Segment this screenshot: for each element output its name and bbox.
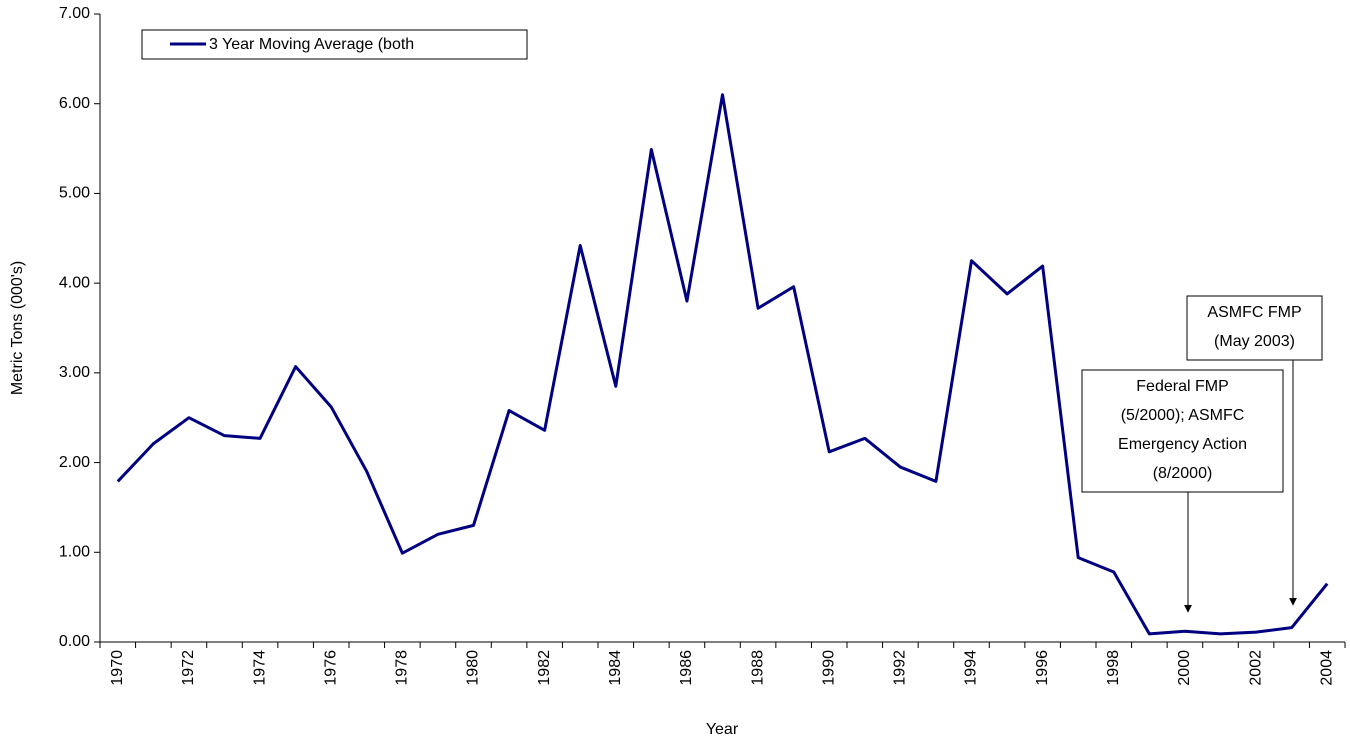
annotation-text: ASMFC FMP <box>1207 304 1301 321</box>
x-tick-label: 1980 <box>465 650 482 686</box>
y-tick-label: 0.00 <box>59 633 90 650</box>
annotation-box <box>1081 369 1284 493</box>
x-tick-label: 1978 <box>394 650 411 686</box>
x-tick-label: 1990 <box>820 650 837 686</box>
y-tick-label: 6.00 <box>59 95 90 112</box>
x-tick-label: 1976 <box>322 650 339 686</box>
x-tick-label: 1996 <box>1034 650 1051 686</box>
x-tick-label: 1982 <box>536 650 553 686</box>
annotation-text: Federal FMP <box>1136 378 1228 395</box>
x-tick-label: 1998 <box>1105 650 1122 686</box>
y-tick-label: 2.00 <box>59 454 90 471</box>
annotation-text: (8/2000) <box>1153 465 1213 482</box>
y-tick-label: 1.00 <box>59 544 90 561</box>
y-tick-label: 4.00 <box>59 274 90 291</box>
legend-box <box>141 29 528 60</box>
annotation-text: (May 2003) <box>1214 333 1295 350</box>
x-tick-label: 1974 <box>251 650 268 686</box>
x-tick-label: 2002 <box>1247 650 1264 686</box>
x-tick-label: 2004 <box>1318 650 1335 686</box>
x-tick-label: 2000 <box>1176 650 1193 686</box>
x-tick-label: 1986 <box>678 650 695 686</box>
x-tick-label: 1972 <box>180 650 197 686</box>
y-tick-label: 7.00 <box>59 5 90 22</box>
x-tick-label: 1988 <box>749 650 766 686</box>
x-axis-title: Year <box>706 721 739 738</box>
y-axis-title: Metric Tons (000's) <box>9 261 26 395</box>
line <box>116 93 1329 636</box>
annotation-text: (5/2000); ASMFC <box>1121 407 1245 424</box>
annotation-text: Emergency Action <box>1118 436 1247 453</box>
legend-label: 3 Year Moving Average (both <box>209 36 414 53</box>
y-tick-label: 3.00 <box>59 364 90 381</box>
annotation-box <box>1186 295 1323 361</box>
x-tick-label: 1992 <box>892 650 909 686</box>
x-tick-label: 1970 <box>109 650 126 686</box>
y-tick-label: 5.00 <box>59 185 90 202</box>
x-tick-label: 1984 <box>607 650 624 686</box>
x-tick-label: 1994 <box>963 650 980 686</box>
